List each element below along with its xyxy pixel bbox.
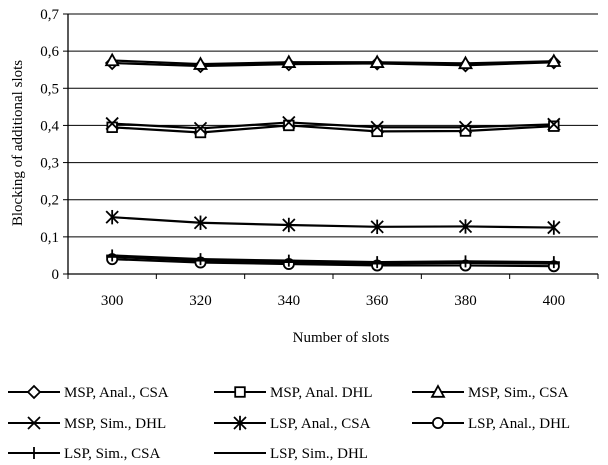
- x-tick-label: 360: [366, 293, 389, 309]
- legend-entry: MSP, Anal., CSA: [8, 385, 169, 401]
- legend-label: MSP, Sim., CSA: [468, 385, 569, 401]
- x-tick-labels: 300 320 340 360 380 400: [101, 293, 565, 309]
- legend-entry: LSP, Sim., CSA: [8, 446, 160, 462]
- y-tick-label: 0: [52, 267, 60, 283]
- legend-label: MSP, Anal., CSA: [64, 385, 169, 401]
- x-tick-label: 400: [543, 293, 566, 309]
- legend-label: LSP, Anal., DHL: [468, 416, 570, 432]
- x-tick-label: 340: [278, 293, 301, 309]
- legend-marker: [28, 386, 40, 398]
- legend-marker: [235, 387, 245, 397]
- legend-entry: MSP, Sim., DHL: [8, 416, 166, 432]
- x-tick-label: 300: [101, 293, 124, 309]
- y-tick-label: 0,5: [40, 81, 59, 97]
- axes: [63, 14, 598, 279]
- legend-label: LSP, Anal., CSA: [270, 416, 371, 432]
- y-tick-label: 0,6: [40, 44, 59, 60]
- legend-label: MSP, Anal. DHL: [270, 385, 373, 401]
- y-tick-label: 0,2: [40, 193, 59, 209]
- legend-entry: MSP, Anal. DHL: [214, 385, 373, 401]
- y-tick-labels: 0 0,1 0,2 0,3 0,4 0,5 0,6 0,7: [40, 7, 59, 283]
- y-tick-label: 0,3: [40, 156, 59, 172]
- legend-marker: [28, 447, 40, 459]
- legend-entry: MSP, Sim., CSA: [412, 385, 569, 401]
- data-point: [549, 121, 559, 131]
- y-tick-label: 0,7: [40, 7, 59, 23]
- x-tick-label: 380: [454, 293, 477, 309]
- y-tick-label: 0,4: [40, 118, 59, 134]
- x-tick-label: 320: [189, 293, 212, 309]
- legend-label: LSP, Sim., CSA: [64, 446, 160, 462]
- series-line: [112, 217, 554, 227]
- legend-entry: LSP, Sim., DHL: [214, 446, 368, 462]
- legend-entry: LSP, Anal., DHL: [412, 416, 570, 432]
- legend-label: LSP, Sim., DHL: [270, 446, 368, 462]
- legend-entry: LSP, Anal., CSA: [214, 416, 371, 432]
- y-tick-label: 0,1: [40, 230, 59, 246]
- y-axis-label: Blocking of additional slots: [10, 60, 26, 226]
- legend-label: MSP, Sim., DHL: [64, 416, 166, 432]
- legend-marker: [433, 418, 443, 428]
- x-axis-label: Number of slots: [293, 330, 390, 346]
- legend: MSP, Anal., CSA MSP, Anal. DHL MSP, Sim., …: [8, 385, 570, 462]
